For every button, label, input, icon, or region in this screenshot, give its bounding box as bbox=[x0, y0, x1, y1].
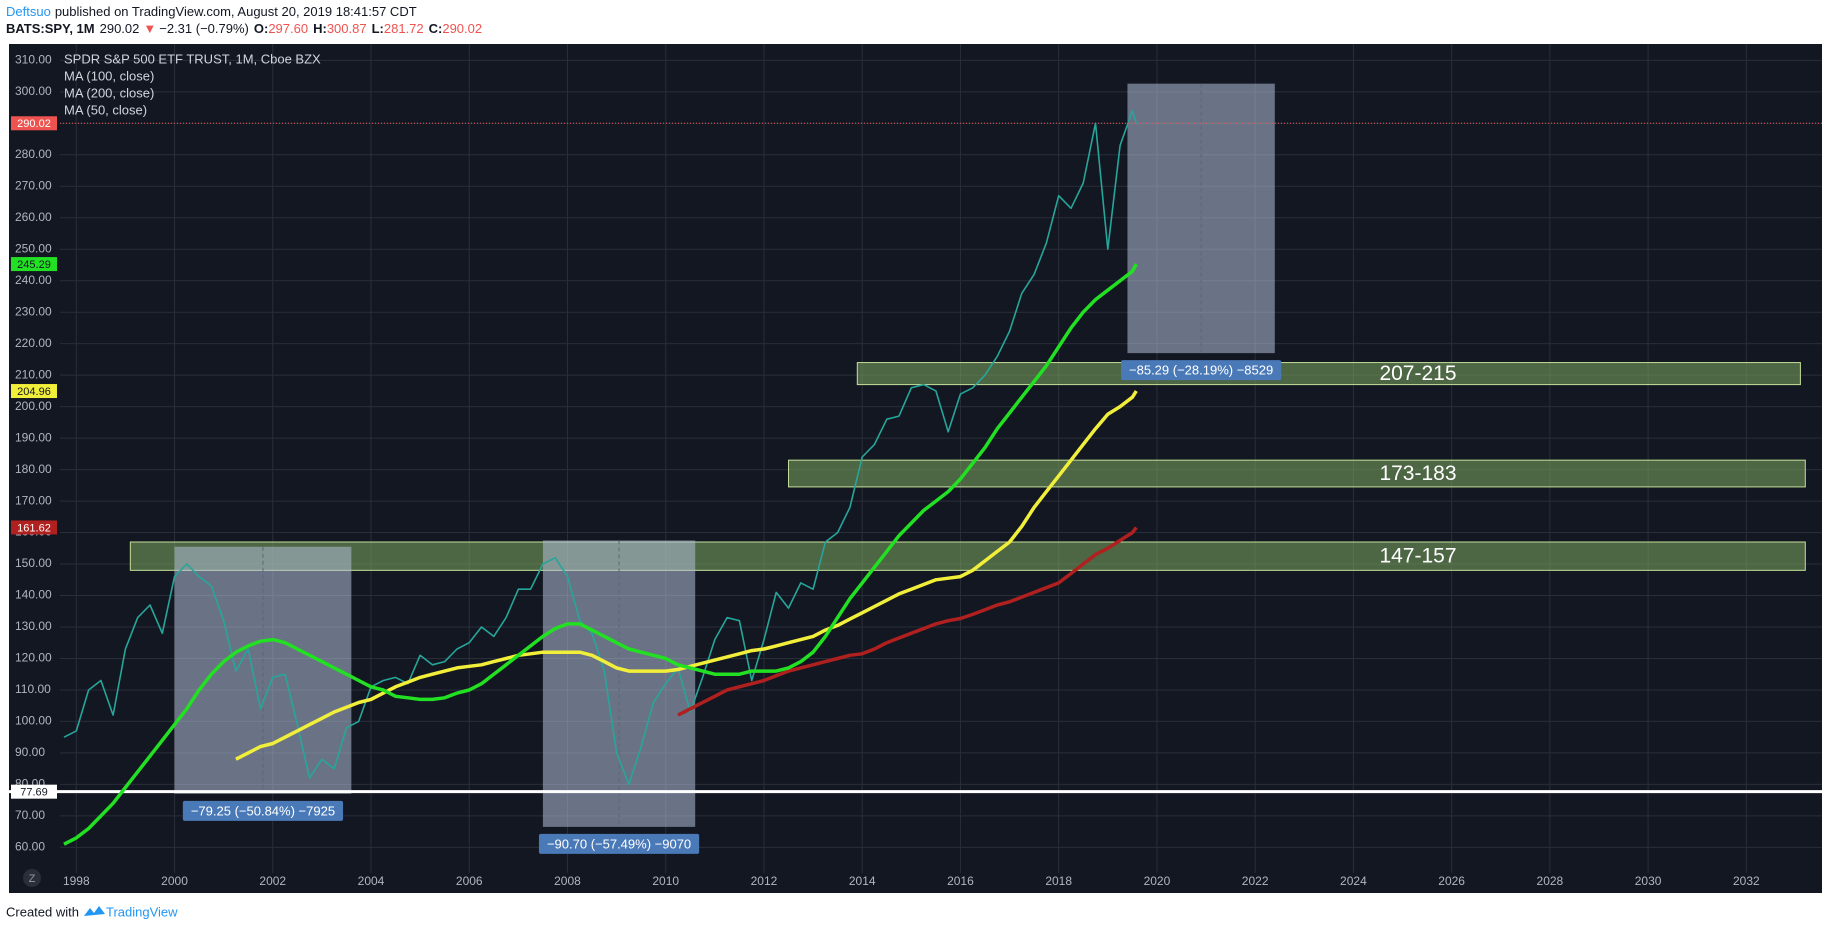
layers: 207-215 173-183 147-157 −79.25 (−50.84%) −7… bbox=[9, 83, 1822, 854]
ohlc-value: 281.72 bbox=[384, 21, 424, 36]
price-marker-bg bbox=[11, 384, 57, 399]
last-price: 290.02 bbox=[100, 21, 140, 36]
y-tick-label: 220.00 bbox=[15, 336, 52, 350]
symbol: BATS:SPY, 1M bbox=[6, 21, 95, 36]
footer-brand[interactable]: TradingView bbox=[106, 904, 178, 919]
published-line: Deftsuo published on TradingView.com, Aug… bbox=[6, 4, 417, 19]
x-tick-label: 2008 bbox=[554, 874, 581, 888]
price-marker-bg bbox=[11, 116, 57, 131]
series-line bbox=[63, 263, 1138, 846]
y-tick-label: 110.00 bbox=[15, 682, 51, 696]
ohlc-key: L: bbox=[372, 21, 384, 36]
axes: 60.0070.0080.0090.00100.00110.00120.0013… bbox=[11, 53, 1760, 888]
x-tick-label: 2014 bbox=[849, 874, 876, 888]
x-tick-label: 2010 bbox=[652, 874, 679, 888]
y-tick-label: 140.00 bbox=[15, 588, 52, 602]
legend-entry: MA (200, close) bbox=[64, 85, 154, 100]
price-marker-bg bbox=[11, 257, 57, 272]
symbol-line: BATS:SPY, 1M 290.02 ▼ −2.31 (−0.79%) O:297.6… bbox=[6, 21, 482, 36]
hline-marker: 77.69 bbox=[20, 787, 48, 799]
x-tick-label: 2030 bbox=[1635, 874, 1662, 888]
ohlc-value: 290.02 bbox=[442, 21, 482, 36]
measure-label-bg bbox=[538, 833, 700, 854]
y-tick-label: 90.00 bbox=[15, 745, 45, 759]
zone bbox=[788, 459, 1806, 488]
zoom-label[interactable]: Z bbox=[29, 873, 36, 885]
x-tick-label: 2002 bbox=[259, 874, 286, 888]
legend: SPDR S&P 500 ETF TRUST, 1M, Cboe BZX MA (… bbox=[64, 51, 321, 117]
change: −2.31 (−0.79%) bbox=[159, 21, 249, 36]
zone bbox=[129, 541, 1806, 571]
ohlc-value: 300.87 bbox=[327, 21, 367, 36]
change-arrow: ▼ bbox=[143, 21, 156, 36]
price-marker: 161.62 bbox=[17, 522, 51, 534]
y-tick-label: 260.00 bbox=[15, 210, 52, 224]
measure-label: −79.25 (−50.84%) −7925 bbox=[191, 803, 335, 818]
y-tick-label: 170.00 bbox=[15, 493, 52, 507]
zone-label: 207-215 bbox=[1379, 362, 1456, 385]
y-tick-label: 100.00 bbox=[15, 714, 52, 728]
y-tick-label: 280.00 bbox=[15, 147, 52, 161]
price-marker-bg bbox=[11, 520, 57, 535]
ohlc-key: C: bbox=[429, 21, 443, 36]
x-tick-label: 1998 bbox=[63, 874, 90, 888]
x-tick-label: 2012 bbox=[751, 874, 778, 888]
x-tick-label: 2032 bbox=[1733, 874, 1760, 888]
footer-created: Created with bbox=[6, 904, 79, 919]
x-tick-label: 2020 bbox=[1144, 874, 1171, 888]
zone-label: 173-183 bbox=[1379, 462, 1456, 485]
ohlc-key: H: bbox=[313, 21, 327, 36]
published: published on TradingView.com, August 20,… bbox=[55, 4, 417, 19]
y-tick-label: 210.00 bbox=[15, 367, 52, 381]
y-tick-label: 270.00 bbox=[15, 178, 52, 192]
y-tick-label: 180.00 bbox=[15, 462, 52, 476]
ohlc-value: 297.60 bbox=[268, 21, 308, 36]
x-tick-label: 2028 bbox=[1537, 874, 1564, 888]
price-marker: 245.29 bbox=[17, 259, 51, 271]
y-tick-label: 120.00 bbox=[15, 651, 52, 665]
measure-label-bg bbox=[1121, 360, 1282, 381]
x-tick-label: 2026 bbox=[1438, 874, 1465, 888]
zone bbox=[856, 362, 1801, 386]
ohlc-key: O: bbox=[254, 21, 268, 36]
zone-label: 147-157 bbox=[1379, 545, 1456, 568]
y-tick-label: 190.00 bbox=[15, 430, 52, 444]
y-tick-label: 310.00 bbox=[15, 53, 52, 67]
legend-entry: MA (50, close) bbox=[64, 102, 147, 117]
y-tick-label: 240.00 bbox=[15, 273, 52, 287]
y-tick-label: 300.00 bbox=[15, 84, 52, 98]
author[interactable]: Deftsuo bbox=[6, 4, 51, 19]
hline-marker-bg bbox=[11, 784, 57, 799]
legend-entry: MA (100, close) bbox=[64, 68, 154, 83]
measure-label-bg bbox=[182, 800, 344, 821]
x-tick-label: 2006 bbox=[456, 874, 483, 888]
x-tick-label: 2022 bbox=[1242, 874, 1269, 888]
y-tick-label: 60.00 bbox=[15, 840, 45, 854]
zoom-button[interactable] bbox=[23, 869, 41, 887]
x-tick-label: 2016 bbox=[947, 874, 974, 888]
y-tick-label: 130.00 bbox=[15, 619, 52, 633]
y-tick-label: 250.00 bbox=[15, 241, 52, 255]
series-line bbox=[677, 526, 1138, 717]
legend-title: SPDR S&P 500 ETF TRUST, 1M, Cboe BZX bbox=[64, 51, 321, 66]
x-tick-label: 2000 bbox=[161, 874, 188, 888]
brand-logo bbox=[84, 906, 105, 916]
y-tick-label: 70.00 bbox=[15, 808, 45, 822]
series-line bbox=[63, 109, 1138, 786]
measure-label: −85.29 (−28.19%) −8529 bbox=[1129, 363, 1273, 378]
price-marker: 290.02 bbox=[17, 118, 51, 130]
x-tick-label: 2004 bbox=[358, 874, 385, 888]
price-marker: 204.96 bbox=[17, 386, 51, 398]
y-tick-label: 200.00 bbox=[15, 399, 52, 413]
x-tick-label: 2018 bbox=[1045, 874, 1072, 888]
measure-label: −90.70 (−57.49%) −9070 bbox=[547, 836, 691, 851]
y-tick-label: 150.00 bbox=[15, 556, 52, 570]
x-tick-label: 2024 bbox=[1340, 874, 1367, 888]
y-tick-label: 230.00 bbox=[15, 304, 52, 318]
